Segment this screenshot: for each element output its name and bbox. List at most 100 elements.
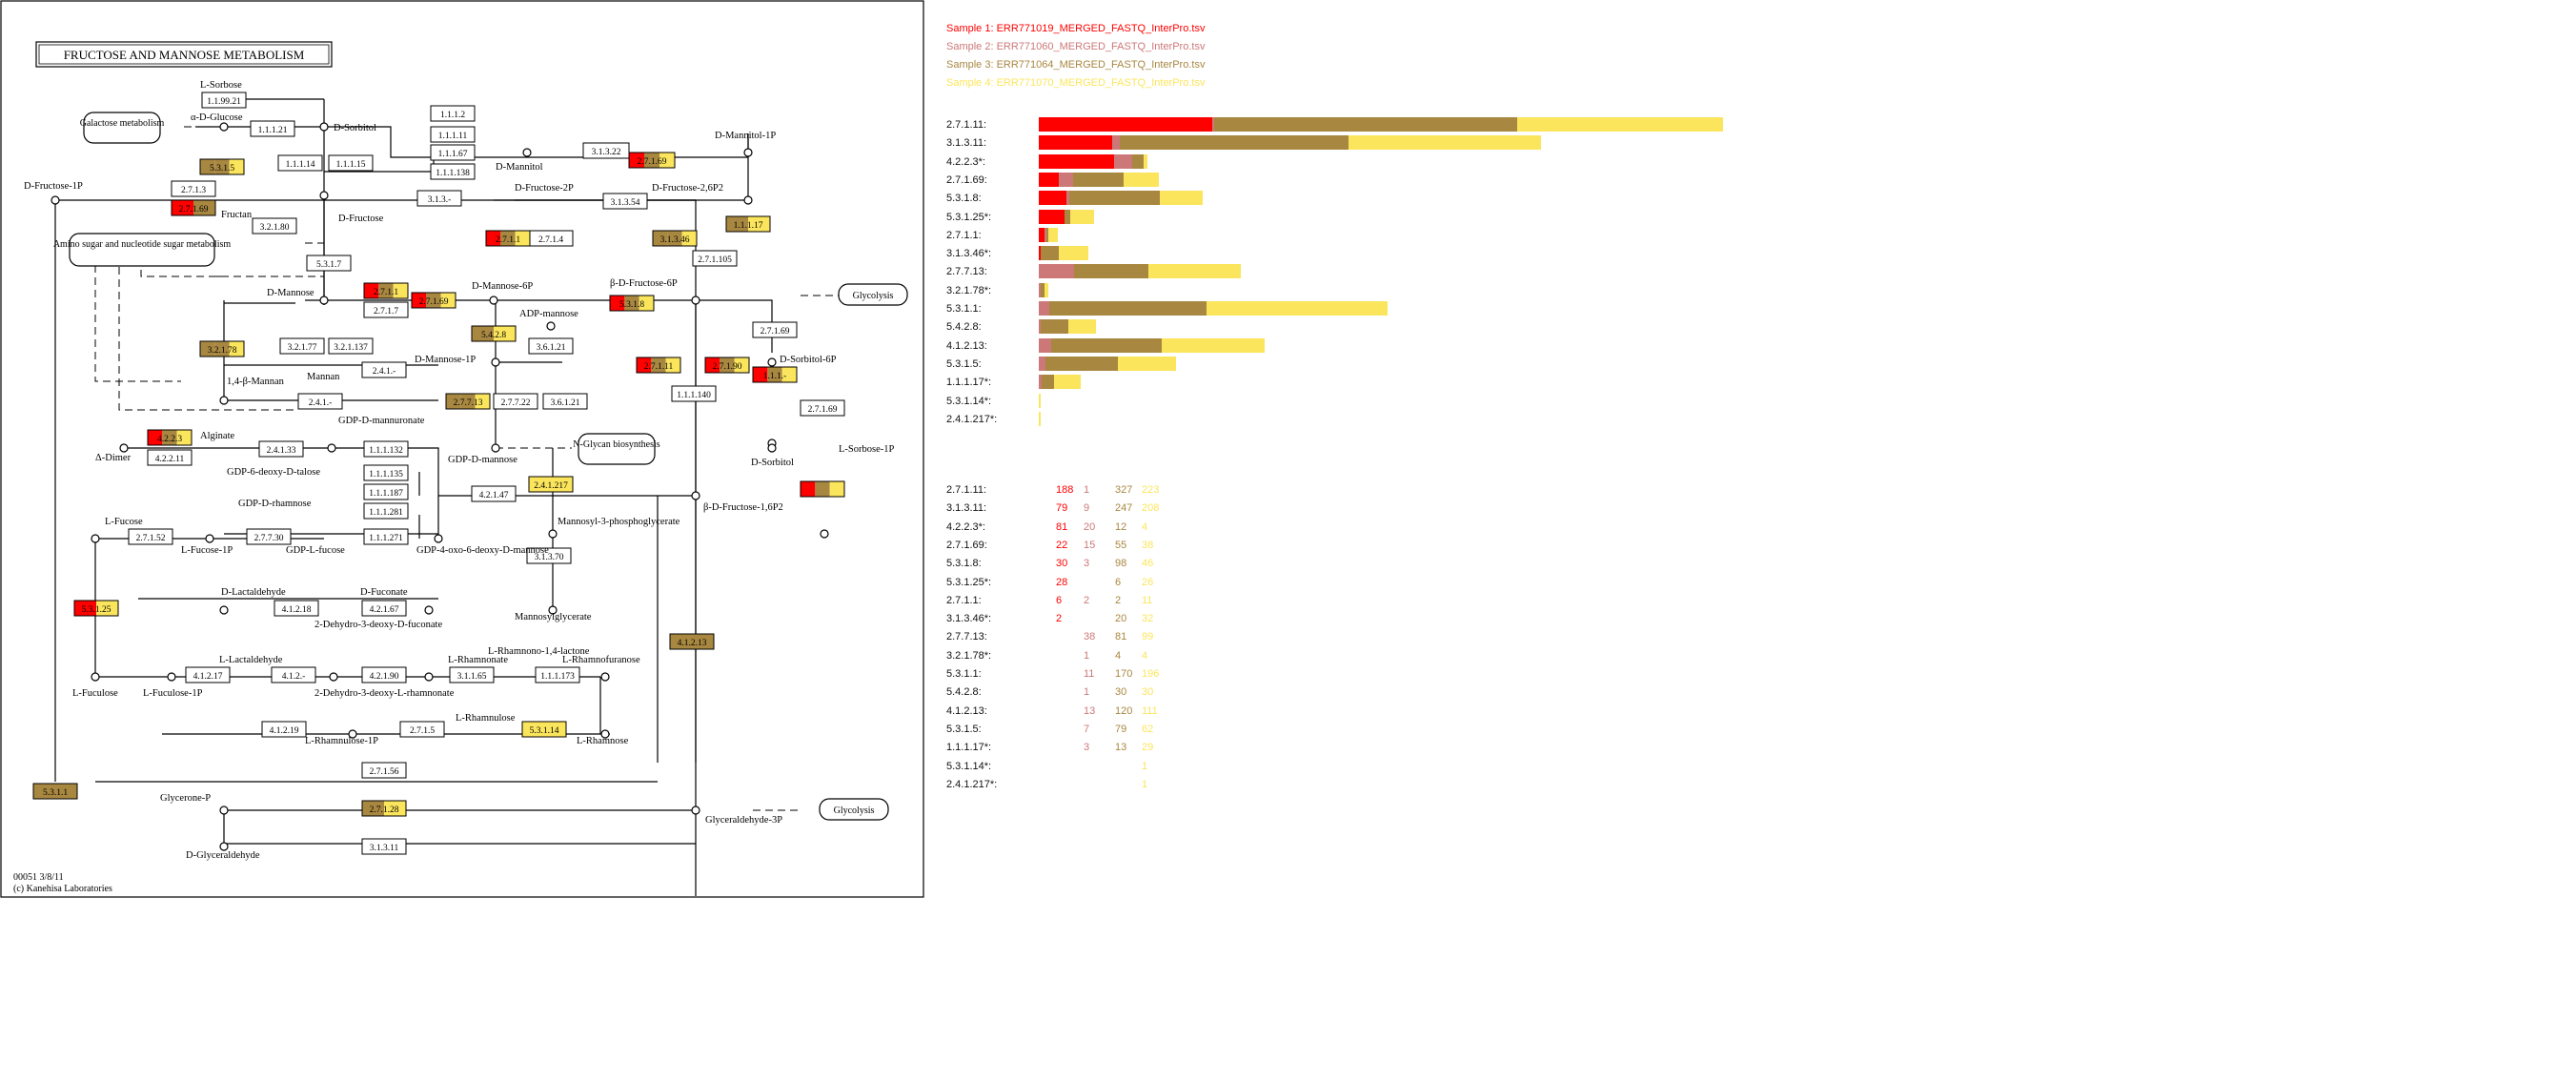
enzyme-box[interactable] (609, 295, 655, 312)
bar-category-label: 5.3.1.5: (946, 357, 982, 370)
enzyme-box[interactable] (297, 393, 343, 410)
enzyme-box[interactable] (471, 485, 517, 502)
enzyme-box[interactable] (271, 666, 316, 683)
enzyme-box[interactable] (363, 502, 409, 520)
enzyme-box[interactable] (363, 282, 409, 299)
enzyme-box[interactable] (800, 399, 845, 417)
enzyme-box[interactable] (416, 190, 462, 207)
enzyme-box[interactable] (602, 193, 648, 210)
enzyme-box[interactable] (471, 325, 517, 342)
enzyme-box[interactable] (274, 600, 319, 617)
table-cell-count: 13 (1115, 742, 1127, 754)
enzyme-box[interactable] (526, 547, 572, 564)
enzyme-box[interactable] (692, 250, 738, 267)
enzyme-label: 1.1.1.- (763, 372, 787, 381)
enzyme-box[interactable] (171, 199, 216, 216)
enzyme-box[interactable] (669, 633, 715, 650)
enzyme-box[interactable] (361, 800, 407, 817)
enzyme-box[interactable] (752, 321, 798, 338)
enzyme-box[interactable] (430, 105, 476, 122)
enzyme-label: 4.2.1.67 (370, 605, 399, 615)
enzyme-fill-segment (446, 394, 461, 409)
bar-category-label: 5.3.1.8: (946, 193, 982, 205)
enzyme-box[interactable] (185, 666, 231, 683)
enzyme-box[interactable] (250, 120, 295, 137)
enzyme-box[interactable] (32, 783, 78, 800)
table-cell-count: 6 (1115, 576, 1122, 588)
enzyme-box[interactable] (147, 429, 193, 446)
enzyme-box[interactable] (528, 476, 574, 493)
enzyme-box[interactable] (704, 357, 750, 374)
enzyme-box[interactable] (445, 393, 491, 410)
enzyme-fill-segment (659, 153, 675, 168)
enzyme-box[interactable] (261, 721, 307, 738)
compound-label: ADP-mannose (519, 309, 578, 319)
enzyme-box[interactable] (363, 301, 409, 318)
enzyme-box[interactable] (800, 480, 845, 498)
enzyme-box[interactable] (528, 337, 574, 355)
bar-segment (1069, 191, 1161, 206)
enzyme-label: 2.7.7.13 (454, 398, 483, 408)
table-cell-count: 11 (1084, 668, 1095, 680)
table-cell-count: 1 (1142, 760, 1148, 772)
enzyme-box[interactable] (361, 361, 407, 378)
enzyme-box[interactable] (430, 163, 476, 180)
enzyme-box[interactable] (147, 449, 193, 466)
enzyme-box[interactable] (128, 528, 173, 545)
enzyme-box[interactable] (363, 528, 409, 545)
enzyme-box[interactable] (521, 721, 567, 738)
enzyme-label: 3.1.3.70 (535, 553, 564, 562)
enzyme-label: 4.1.2.- (282, 672, 306, 682)
table-cell-count: 223 (1142, 484, 1160, 496)
enzyme-box[interactable] (277, 154, 323, 172)
enzyme-box[interactable] (363, 483, 409, 500)
enzyme-box[interactable] (411, 292, 456, 309)
enzyme-box[interactable] (628, 152, 676, 169)
enzyme-box[interactable] (485, 230, 531, 247)
enzyme-box[interactable] (399, 721, 445, 738)
enzyme-fill-segment (644, 153, 659, 168)
enzyme-box[interactable] (671, 385, 717, 402)
enzyme-box[interactable] (752, 366, 798, 383)
enzyme-box[interactable] (363, 440, 409, 458)
enzyme-box[interactable] (363, 464, 409, 481)
enzyme-box[interactable] (201, 92, 247, 109)
bar-category-label: 5.3.1.14*: (946, 395, 992, 407)
enzyme-label: 4.1.2.18 (282, 605, 312, 615)
enzyme-box[interactable] (199, 158, 245, 175)
enzyme-box[interactable] (279, 337, 325, 355)
enzyme-box[interactable] (535, 666, 580, 683)
enzyme-box[interactable] (493, 393, 538, 410)
enzyme-box[interactable] (328, 337, 374, 355)
enzyme-box[interactable] (361, 762, 407, 779)
enzyme-label: 3.1.1.65 (457, 672, 487, 682)
enzyme-box[interactable] (258, 440, 304, 458)
enzyme-box[interactable] (361, 600, 407, 617)
enzyme-label: 5.3.1.14 (530, 726, 559, 736)
enzyme-box[interactable] (725, 215, 771, 233)
enzyme-box[interactable] (73, 600, 119, 617)
enzyme-box[interactable] (430, 144, 476, 161)
enzyme-box[interactable] (361, 666, 407, 683)
enzyme-box[interactable] (430, 126, 476, 143)
enzyme-box[interactable] (361, 838, 407, 855)
enzyme-box[interactable] (636, 357, 681, 374)
enzyme-box[interactable] (328, 154, 374, 172)
compound-label: Fructan (221, 210, 253, 220)
compound-label: L-Fucose-1P (181, 545, 233, 556)
enzyme-label: 1.1.1.271 (369, 534, 403, 543)
enzyme-box[interactable] (199, 340, 245, 357)
enzyme-fill-segment (529, 477, 573, 492)
enzyme-box[interactable] (449, 666, 495, 683)
enzyme-box[interactable] (542, 393, 588, 410)
bar-segment (1073, 264, 1149, 279)
enzyme-box[interactable] (171, 180, 216, 197)
table-cell-count: 4 (1142, 649, 1148, 662)
compound-label: D-Mannose (267, 288, 314, 298)
bar-segment (1039, 356, 1045, 371)
enzyme-box[interactable] (246, 528, 292, 545)
enzyme-box[interactable] (582, 142, 630, 159)
enzyme-box[interactable] (252, 217, 297, 235)
enzyme-box[interactable] (306, 255, 352, 272)
enzyme-box[interactable] (652, 230, 698, 247)
